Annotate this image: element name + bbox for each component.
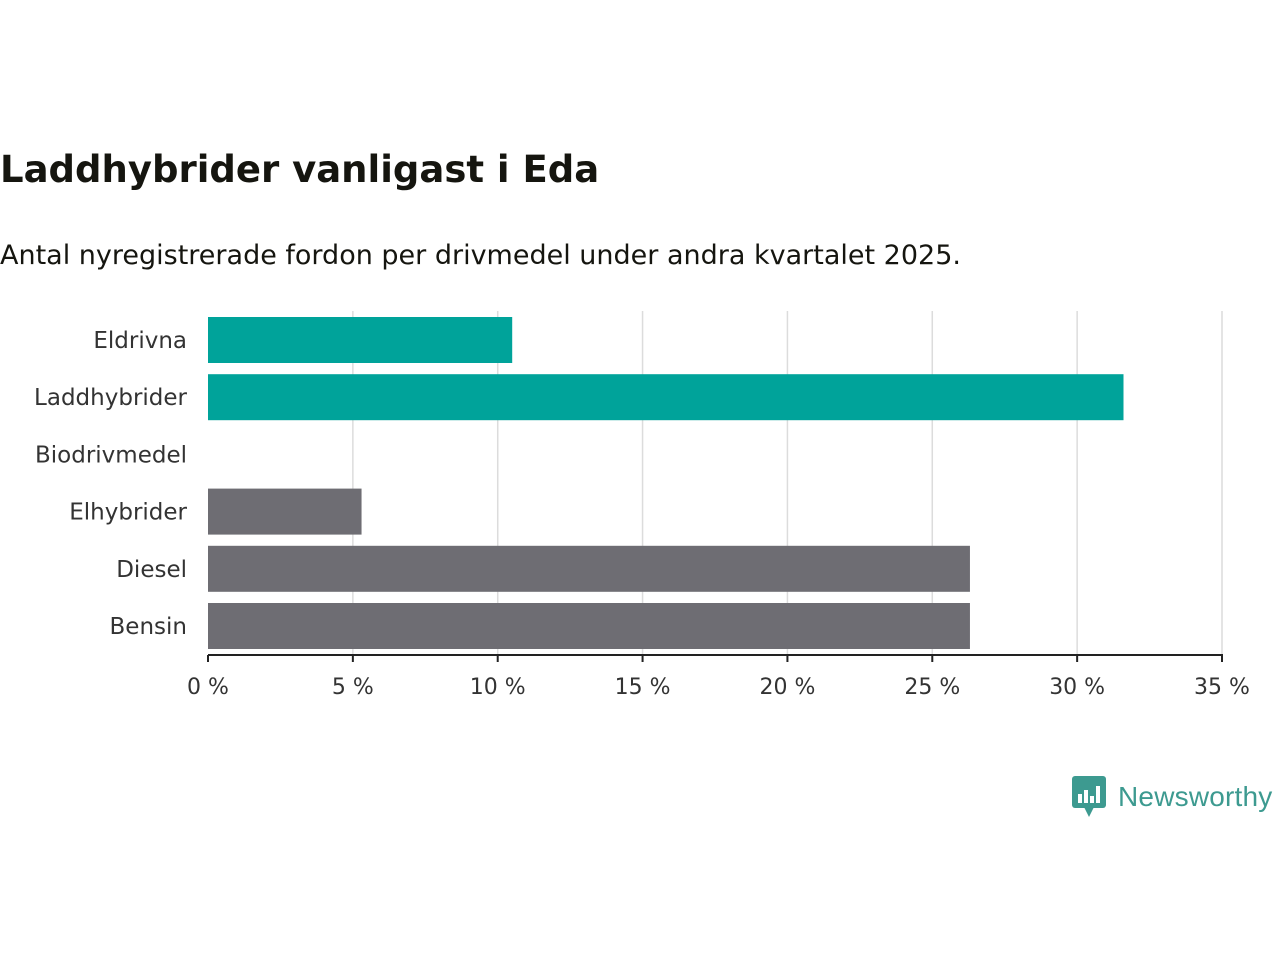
bar-bensin	[208, 603, 970, 649]
x-tick-label: 25 %	[904, 675, 960, 700]
newsworthy-logo: Newsworthy	[1072, 776, 1272, 818]
bar-eldrivna	[208, 317, 513, 363]
category-label: Elhybrider	[69, 500, 187, 526]
bar-elhybrider	[208, 488, 362, 535]
bar-chart-speech-bubble-icon	[1072, 776, 1106, 817]
category-label: Laddhybrider	[34, 385, 187, 411]
chart-title: Laddhybrider vanligast i Eda	[0, 148, 600, 191]
category-label: Diesel	[116, 557, 187, 583]
brand-name: Newsworthy	[1118, 781, 1273, 812]
category-label: Eldrivna	[93, 328, 187, 354]
x-tick-label: 10 %	[470, 675, 526, 700]
x-tick-label: 35 %	[1194, 675, 1250, 700]
x-tick-label: 5 %	[332, 675, 374, 700]
chart-subtitle: Antal nyregistrerade fordon per drivmede…	[0, 240, 961, 271]
x-tick-label: 30 %	[1049, 675, 1105, 700]
bar-diesel	[208, 545, 970, 592]
bar-laddhybrider	[208, 374, 1124, 421]
x-tick-label: 0 %	[187, 675, 229, 700]
x-tick-label: 20 %	[759, 675, 815, 700]
category-label: Bensin	[110, 614, 187, 640]
category-label: Biodrivmedel	[35, 442, 187, 468]
x-tick-label: 15 %	[615, 675, 671, 700]
